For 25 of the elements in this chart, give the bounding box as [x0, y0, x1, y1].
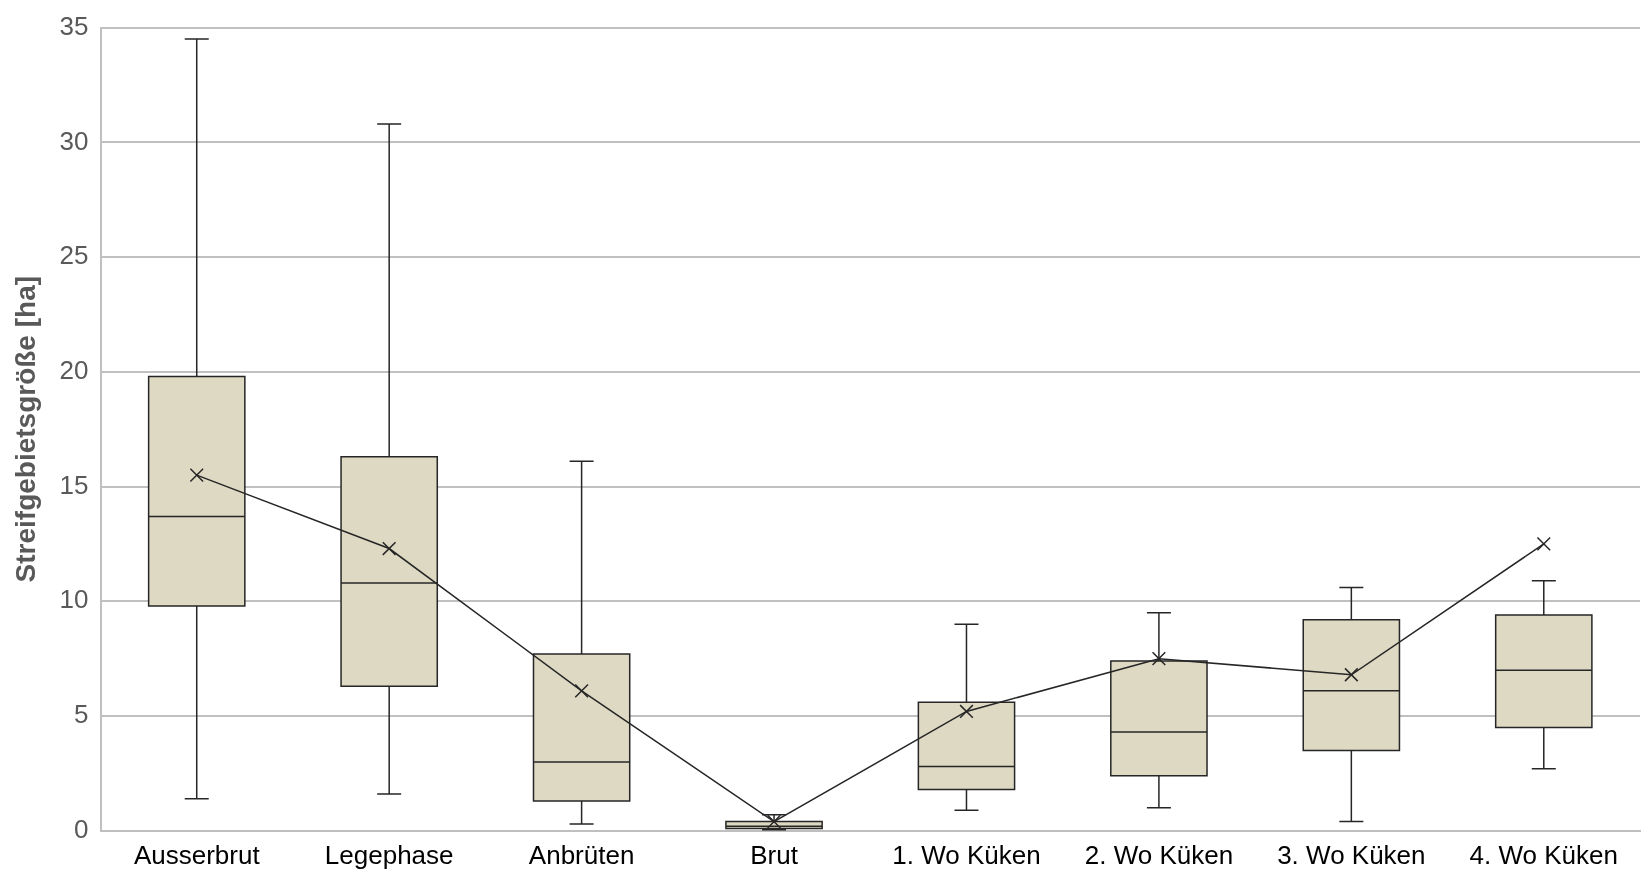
x-tick-label: Legephase [324, 839, 454, 870]
y-tick-label: 20 [59, 355, 89, 385]
y-tick-label: 10 [59, 584, 89, 615]
y-tick-label: 35 [59, 10, 89, 41]
point [766, 814, 782, 829]
y-tick-label: 0 [74, 813, 89, 844]
point [382, 541, 397, 556]
y-tick-label: 5 [74, 699, 89, 730]
y-axis-title: Streifgebietsgröße [ha] [9, 275, 41, 583]
x-tick-label: 3. Wo Küken [1277, 839, 1426, 870]
point [574, 683, 589, 698]
point [1344, 667, 1359, 682]
point [1151, 651, 1167, 666]
x-tick-label: 4. Wo Küken [1469, 839, 1618, 870]
x-tick-label: Ausserbrut [133, 839, 261, 870]
y-tick-label: 30 [59, 125, 89, 156]
point [1536, 536, 1551, 552]
x-tick-label: Anbrüten [528, 839, 635, 870]
x-tick-label: 1. Wo Küken [892, 839, 1041, 870]
y-tick-label: 25 [59, 240, 89, 271]
x-tick-label: 2. Wo Küken [1084, 839, 1234, 870]
y-tick-label: 15 [59, 469, 89, 500]
point [189, 467, 204, 483]
x-tick-label: Brut [750, 839, 799, 870]
point [959, 704, 974, 719]
